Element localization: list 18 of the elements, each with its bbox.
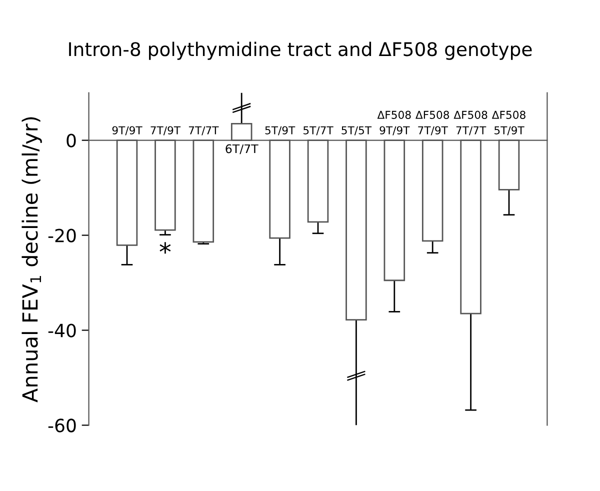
chart-title: Intron-8 polythymidine tract and ΔF508 genotype bbox=[69, 42, 532, 60]
x-tick-label: 5T/7T bbox=[304, 126, 334, 136]
x-tick-label: ΔF508 9T/9T bbox=[377, 110, 411, 136]
x-tick-label: 7T/9T bbox=[150, 126, 181, 136]
x-tick-label: 5T/9T bbox=[265, 126, 296, 136]
y-tick-label: -40 bbox=[48, 324, 76, 338]
x-tick-label: 6T/7T bbox=[226, 144, 258, 154]
x-tick-label: ΔF508 7T/7T bbox=[454, 110, 488, 136]
x-tick-label: 5T/5T bbox=[342, 126, 372, 136]
x-tick-label: ΔF508 7T/9T bbox=[416, 110, 450, 136]
y-tick-label: 0 bbox=[66, 134, 76, 148]
y-tick-label: -20 bbox=[48, 228, 76, 242]
y-axis-title: Annual FEV$_{1}$ decline (ml/yr) bbox=[22, 117, 42, 402]
annotation: * bbox=[160, 242, 171, 254]
x-tick-label: ΔF508 5T/9T bbox=[492, 110, 526, 136]
y-tick-label: -60 bbox=[48, 418, 76, 432]
x-tick-label: 9T/9T bbox=[112, 126, 142, 136]
x-tick-label: 7T/7T bbox=[188, 126, 219, 136]
